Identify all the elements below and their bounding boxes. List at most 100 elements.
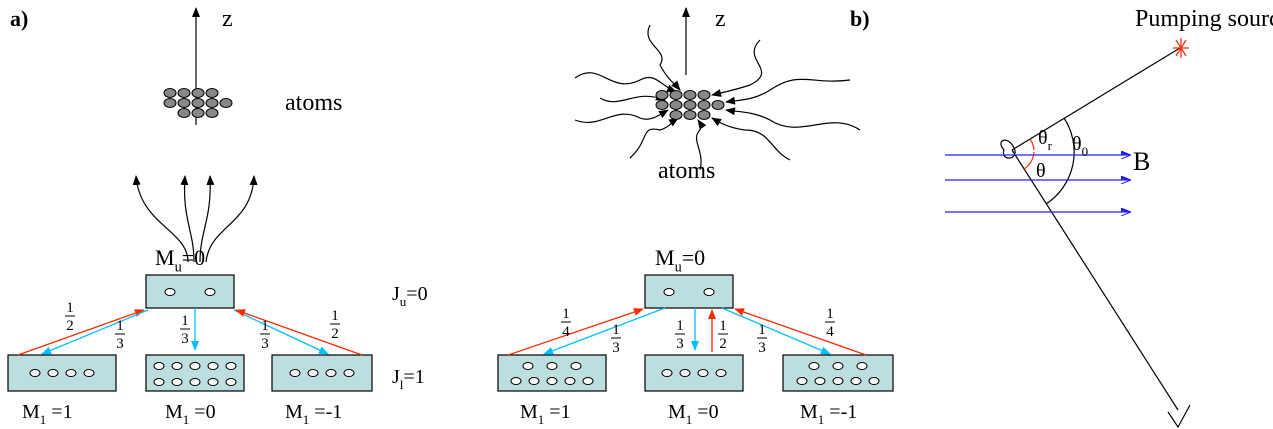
label: 1 [66, 300, 74, 316]
rest: =1 [544, 401, 570, 423]
substate [664, 289, 674, 296]
sub-label: M1 =-1 [285, 401, 342, 427]
atom [206, 99, 218, 108]
atom [206, 109, 218, 118]
substate [547, 378, 557, 385]
substate [704, 289, 714, 296]
label: 1 [116, 318, 124, 334]
atom [178, 99, 190, 108]
transition [236, 310, 362, 355]
label: 3 [261, 336, 269, 352]
label: Pumping source [1135, 6, 1273, 32]
label: 2 [331, 326, 339, 342]
label: atoms [285, 90, 342, 116]
level-box [8, 355, 116, 391]
rest: =-1 [824, 401, 857, 423]
substate [857, 363, 867, 370]
label: 1 [331, 308, 339, 324]
substate [290, 370, 300, 377]
level-box [146, 275, 234, 308]
atom [698, 91, 710, 100]
substate [208, 363, 218, 370]
rest: =0 [406, 283, 427, 305]
atom [164, 89, 176, 98]
subscript: u [175, 260, 182, 276]
sub-label: Jl=1 [392, 366, 425, 392]
sub-label: M1 =-1 [800, 401, 857, 427]
level-box [783, 355, 893, 391]
atom [712, 101, 724, 110]
rest: =1 [46, 401, 72, 423]
sub-label: M1 =0 [165, 401, 216, 427]
atom [698, 111, 710, 120]
main: J [392, 283, 400, 305]
substate [165, 289, 175, 296]
atom [206, 89, 218, 98]
subscript: u [675, 260, 682, 276]
label: 1 [719, 318, 727, 334]
atom [684, 101, 696, 110]
transition [735, 309, 866, 355]
label: 3 [116, 336, 124, 352]
label: a) [10, 6, 28, 31]
sub-label: M1 =0 [668, 401, 719, 427]
atom [670, 91, 682, 100]
label: b) [850, 6, 870, 31]
label: 1 [676, 318, 684, 334]
atom [656, 91, 668, 100]
main: M [285, 401, 303, 423]
label: 4 [562, 324, 570, 340]
substate [547, 363, 557, 370]
subscript: 0 [1082, 144, 1089, 159]
main: θ [1072, 133, 1082, 155]
label: atoms [658, 158, 715, 184]
substate [205, 289, 215, 296]
level-box [498, 355, 606, 391]
label: 1 [758, 322, 766, 338]
main: M [668, 401, 686, 423]
label: B [1133, 147, 1150, 176]
level-box [645, 275, 733, 308]
transition [508, 309, 643, 355]
substate [30, 370, 40, 377]
label: 3 [612, 340, 620, 356]
atom [656, 101, 668, 110]
sub-label: Ju=0 [392, 283, 428, 309]
main: M [155, 245, 175, 270]
label: z [222, 6, 233, 32]
label: 3 [758, 340, 766, 356]
transition [18, 310, 144, 355]
substate [226, 379, 236, 386]
main: M [800, 401, 818, 423]
substate [583, 378, 593, 385]
sub-label: Mu=0 [155, 245, 205, 276]
label: z [715, 6, 726, 32]
substate [190, 379, 200, 386]
atom [698, 101, 710, 110]
rest: =0 [189, 401, 215, 423]
subscript: r [1048, 138, 1053, 153]
label: 3 [181, 331, 189, 347]
substate [326, 370, 336, 377]
label: 1 [612, 322, 620, 338]
sub-label: θr [1038, 127, 1053, 153]
substate [565, 378, 575, 385]
substate [48, 370, 58, 377]
transition [234, 310, 328, 354]
substate [716, 370, 726, 377]
figure: a)zatomsMu=0Ju=0Jl=1M1 =1M1 =0M1 =-11213… [0, 0, 1273, 429]
rest: =0 [682, 245, 705, 270]
main: θ [1036, 160, 1046, 182]
label: 1 [181, 313, 189, 329]
main: M [520, 401, 538, 423]
substate [66, 370, 76, 377]
rest: =-1 [309, 401, 342, 423]
main: J [392, 366, 400, 388]
substate [833, 378, 843, 385]
substate [529, 378, 539, 385]
substate [190, 363, 200, 370]
main: θ [1038, 127, 1048, 149]
rest: =0 [182, 245, 205, 270]
label: 4 [826, 324, 834, 340]
transition [722, 308, 830, 354]
